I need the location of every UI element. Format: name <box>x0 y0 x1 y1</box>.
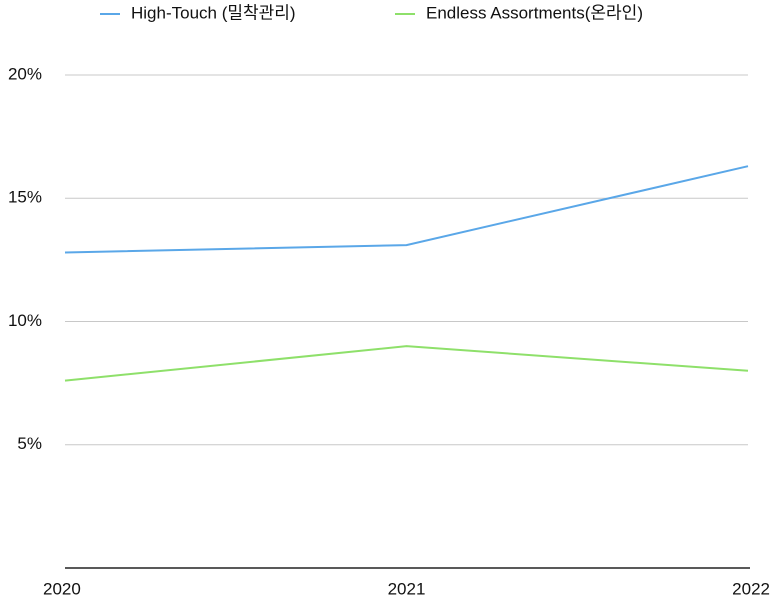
y-tick-label: 5% <box>17 434 42 453</box>
legend-label: Endless Assortments(온라인) <box>426 3 643 22</box>
series-line <box>64 165 749 254</box>
x-tick-label: 2021 <box>388 579 426 598</box>
legend-label: High-Touch (밀착관리) <box>131 3 296 22</box>
y-tick-label: 10% <box>8 311 42 330</box>
y-tick-label: 20% <box>8 64 42 83</box>
series-line <box>64 345 749 382</box>
x-tick-label: 2020 <box>43 579 81 598</box>
x-tick-label: 2022 <box>732 579 770 598</box>
y-tick-label: 15% <box>8 188 42 207</box>
